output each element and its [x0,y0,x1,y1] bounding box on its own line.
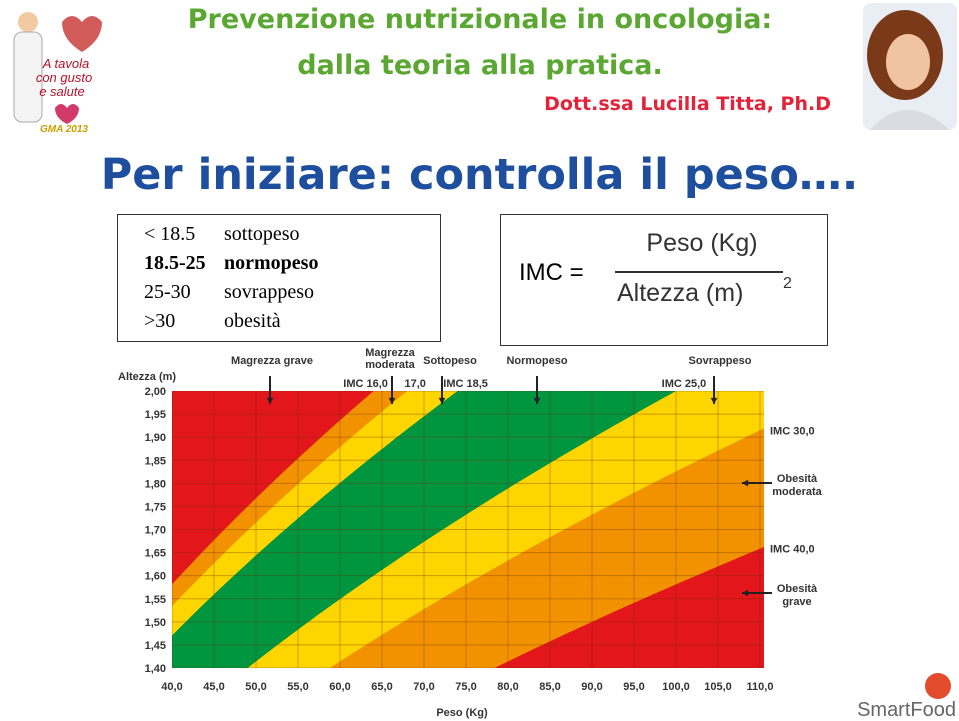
category-label: Sottopeso [423,355,477,367]
category-label: Obesità [777,583,818,595]
arrow-head [438,397,446,404]
y-tick-label: 1,60 [145,571,166,583]
range-label: sovrappeso [224,281,314,303]
smartfood-apple [925,673,951,699]
smartfood-text: SmartFood [857,699,956,721]
x-tick-label: 105,0 [704,681,732,693]
formula-denominator: Altezza (m) [617,279,744,307]
arrow-head [533,397,541,404]
range-row: < 18.5 sottopeso [144,223,440,252]
category-label: Magrezza grave [231,355,313,367]
range: 18.5-25 [144,252,206,274]
bmi-label: IMC 16,0 [343,378,388,390]
heading: Per iniziare: controlla il peso…. [100,150,859,200]
category-label: Obesità [777,473,818,485]
y-tick-label: 1,70 [145,525,166,537]
x-tick-label: 50,0 [245,681,266,693]
y-tick-label: 1,85 [145,455,166,467]
x-tick-label: 90,0 [581,681,602,693]
category-label: Normopeso [506,355,567,367]
logo-chef-body [13,31,43,123]
y-tick-label: 1,50 [145,617,166,629]
range-row: 25-30 sovrappeso [144,281,440,310]
y-tick-label: 1,90 [145,432,166,444]
range: >30 [144,310,176,332]
logo-gma: A tavola con gusto e salute GMA 2013 [13,12,102,135]
formula-box: IMC = Peso (Kg) Altezza (m) 2 [500,214,828,346]
category-label: Sovrappeso [689,355,752,367]
bmi-label: IMC 30,0 [770,425,815,437]
fraction-bar [615,271,783,273]
range-label: obesità [224,310,281,332]
bmi-zone [494,547,764,668]
author: Dott.ssa Lucilla Titta, Ph.D [544,93,831,115]
range: 25-30 [144,281,191,303]
range-label: sottopeso [224,223,300,245]
arrow-head [266,397,274,404]
formula-lhs: IMC = [519,259,584,286]
range-label: normopeso [224,252,319,274]
x-tick-label: 65,0 [371,681,392,693]
category-label: grave [782,596,811,608]
x-tick-label: 55,0 [287,681,308,693]
y-tick-label: 1,55 [145,594,166,606]
category-label: moderata [772,486,822,498]
x-tick-label: 95,0 [623,681,644,693]
logo-text: con gusto [36,70,92,85]
bmi-chart: 40,0 45,0 50,0 55,0 60,0 65,0 70,0 75,0 80,0 85,0… [118,347,823,719]
logo-chef-face [18,12,38,32]
logo-heart-small [55,104,79,124]
arrow-head [742,589,749,597]
range-row: >30 obesità [144,310,440,339]
y-tick-label: 1,95 [145,409,166,421]
x-tick-label: 100,0 [662,681,690,693]
logo-text: e salute [39,84,85,99]
bmi-label: IMC 25,0 [662,378,707,390]
y-tick-label: 1,80 [145,478,166,490]
category-label: moderata [365,359,415,371]
author-photo [863,3,957,130]
x-axis-title: Peso (Kg) [436,707,488,719]
formula-exponent: 2 [783,275,792,292]
photo-shoulders [870,110,950,130]
logo-year: GMA 2013 [40,124,88,135]
arrow-head [742,479,749,487]
ranges-box: < 18.5 sottopeso 18.5-25 normopeso 25-30 so… [117,214,441,342]
smartfood-logo: SmartFood [857,673,956,721]
y-tick-label: 1,40 [145,663,166,675]
range-row: 18.5-25 normopeso [144,252,440,281]
logo-text: A tavola [42,56,90,71]
x-tick-label: 75,0 [455,681,476,693]
y-axis-title: Altezza (m) [118,371,176,383]
x-tick-label: 40,0 [161,681,182,693]
formula-numerator: Peso (Kg) [646,229,758,257]
arrow-head [710,397,718,404]
title-line2: dalla teoria alla pratica. [297,50,663,81]
bmi-label: IMC 40,0 [770,544,815,556]
y-tick-label: 1,75 [145,501,166,513]
title-line1: Prevenzione nutrizionale in oncologia: [187,4,773,35]
x-tick-label: 80,0 [497,681,518,693]
x-tick-label: 70,0 [413,681,434,693]
bmi-label: IMC 18,5 [443,378,488,390]
x-tick-label: 110,0 [747,681,774,693]
y-tick-label: 2,00 [145,386,166,398]
plot [172,391,764,668]
category-label: Magrezza [365,347,415,359]
x-tick-label: 85,0 [539,681,560,693]
range: < 18.5 [144,223,196,245]
x-tick-label: 45,0 [203,681,224,693]
arrow-head [388,397,396,404]
logo-heart [62,16,102,52]
photo-face [886,34,930,90]
y-tick-label: 1,45 [145,640,166,652]
x-tick-label: 60,0 [329,681,350,693]
bmi-label: 17,0 [404,378,425,390]
y-tick-label: 1,65 [145,548,166,560]
